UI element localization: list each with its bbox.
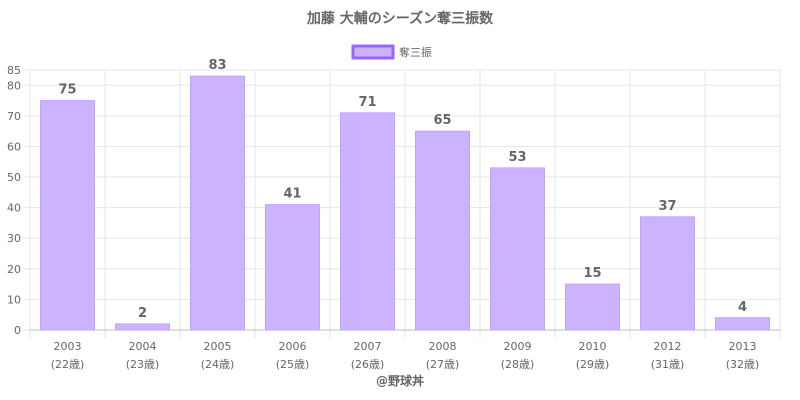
data-label: 4 (738, 300, 747, 315)
y-tick-label: 80 (7, 79, 21, 92)
x-tick-sublabel: (24歳) (201, 358, 235, 371)
data-label: 15 (583, 266, 601, 281)
y-tick-label: 70 (7, 110, 21, 123)
x-tick-sublabel: (32歳) (726, 358, 760, 371)
y-tick-label: 40 (7, 202, 21, 215)
bar (265, 204, 320, 331)
bar (340, 112, 395, 331)
bar (565, 283, 620, 331)
y-tick-label: 10 (7, 293, 21, 306)
x-axis-ticks: 2003 (22歳) 2004 (23歳) 2005 (24歳) 2006 (25歳) 2007… (51, 340, 760, 371)
bar (715, 317, 770, 331)
legend: 奪三振 (351, 44, 432, 60)
credit-text: @野球丼 (376, 373, 424, 388)
x-tick-sublabel: (26歳) (351, 358, 385, 371)
x-tick-label: 2006 (279, 340, 307, 353)
data-label: 71 (358, 95, 376, 110)
data-label: 37 (658, 199, 676, 214)
data-label: 65 (433, 113, 451, 128)
x-tick-label: 2003 (54, 340, 82, 353)
x-tick-sublabel: (28歳) (501, 358, 535, 371)
x-tick-sublabel: (31歳) (651, 358, 685, 371)
x-tick-sublabel: (25歳) (276, 358, 310, 371)
data-label: 2 (138, 306, 147, 321)
chart-title: 加藤 大輔のシーズン奪三振数 (306, 10, 494, 27)
bar (190, 75, 245, 331)
bar (415, 130, 470, 331)
bar (640, 216, 695, 331)
data-labels: 75 2 83 41 71 65 53 15 37 4 (58, 58, 747, 321)
y-tick-label: 0 (14, 324, 21, 337)
x-tick-label: 2009 (504, 340, 532, 353)
x-tick-sublabel: (23歳) (126, 358, 160, 371)
data-label: 75 (58, 83, 76, 98)
y-tick-label: 60 (7, 140, 21, 153)
x-tick-label: 2004 (129, 340, 157, 353)
x-tick-label: 2005 (204, 340, 232, 353)
y-axis-ticks: 0 10 20 30 40 50 60 70 80 85 (7, 64, 21, 337)
x-tick-label: 2013 (729, 340, 757, 353)
x-tick-sublabel: (27歳) (426, 358, 460, 371)
x-tick-sublabel: (22歳) (51, 358, 85, 371)
legend-label: 奪三振 (399, 45, 432, 59)
legend-swatch (351, 44, 395, 60)
data-label: 83 (208, 58, 226, 73)
bar (490, 167, 545, 331)
x-tick-label: 2008 (429, 340, 457, 353)
bar (115, 323, 170, 331)
y-tick-label: 30 (7, 232, 21, 245)
x-tick-label: 2007 (354, 340, 382, 353)
x-tick-sublabel: (29歳) (576, 358, 610, 371)
x-tick-label: 2012 (654, 340, 682, 353)
bar (40, 100, 95, 331)
bars (40, 75, 770, 331)
y-tick-label: 85 (7, 64, 21, 77)
x-tick-label: 2010 (579, 340, 607, 353)
data-label: 41 (283, 187, 301, 202)
y-tick-label: 50 (7, 171, 21, 184)
y-tick-label: 20 (7, 263, 21, 276)
data-label: 53 (508, 150, 526, 165)
